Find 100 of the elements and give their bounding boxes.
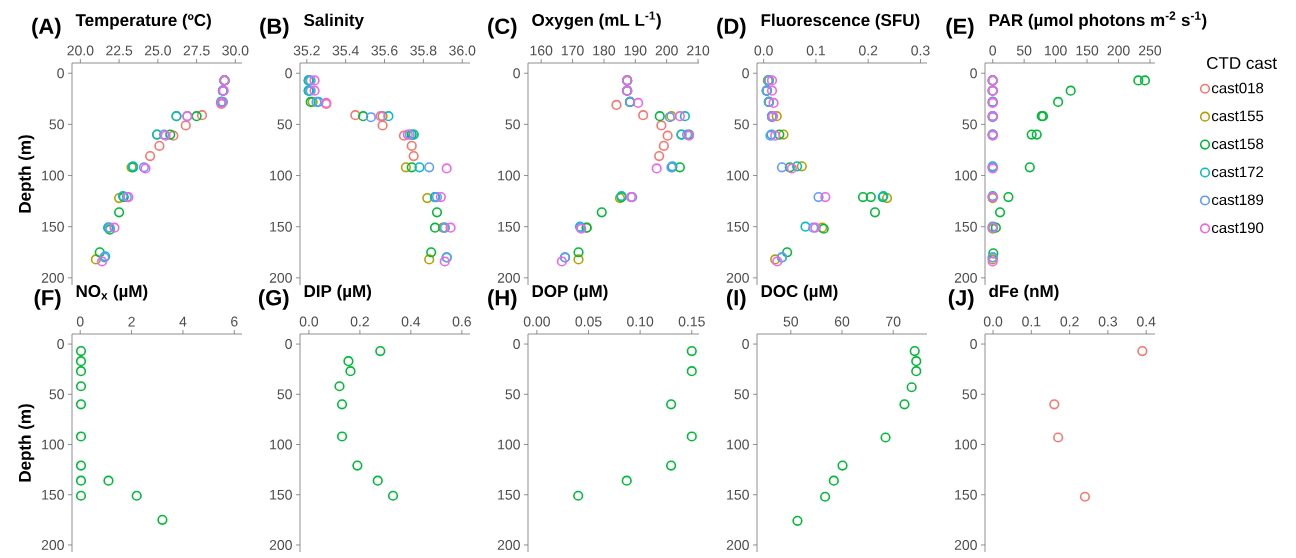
chart-title: dFe (nM) <box>989 284 1059 301</box>
x-tick-label: 6 <box>231 316 238 327</box>
x-tick-label: 0.1 <box>806 45 825 56</box>
y-tick-label: 100 <box>42 439 64 450</box>
y-tick-label: 50 <box>505 389 520 400</box>
y-tick-label: 50 <box>49 119 64 130</box>
x-tick-label: 60 <box>834 316 850 327</box>
y-tick-label: 200 <box>954 540 977 550</box>
x-tick-label: 0.4 <box>1137 316 1156 327</box>
x-tick-label: 35.6 <box>371 45 398 56</box>
y-tick-label: 150 <box>270 489 292 500</box>
y-tick-label: 100 <box>270 439 292 450</box>
y-tick-label: 0 <box>742 68 749 79</box>
x-tick-label: 0.3 <box>911 45 930 56</box>
y-tick-label: 0 <box>970 68 977 79</box>
y-tick-label: 100 <box>955 170 977 181</box>
x-tick-label: 35.2 <box>293 45 320 56</box>
chart-title: NO$_{x}$ (µM) <box>76 284 148 301</box>
y-tick-label: 200 <box>726 540 749 550</box>
y-tick-label: 100 <box>955 439 977 450</box>
x-tick-label: 190 <box>624 45 647 56</box>
y-tick-label: 0 <box>57 68 64 79</box>
text: (A) <box>32 17 61 39</box>
x-tick-label: 25.0 <box>144 45 171 56</box>
y-tick-label: 200 <box>954 272 977 283</box>
x-tick-label: 210 <box>687 45 710 56</box>
legend-label: cast158 <box>1211 138 1264 150</box>
x-tick-label: 30.0 <box>222 45 249 56</box>
y-tick-label: 200 <box>269 540 292 550</box>
y-tick-label: 100 <box>498 170 520 181</box>
y-axis-title: Depth (m) <box>18 404 35 482</box>
x-tick-label: 0.2 <box>350 316 369 327</box>
chart-title: DOC (µM) <box>761 284 838 301</box>
x-tick-label: 160 <box>530 45 553 56</box>
y-tick-label: 100 <box>727 439 749 450</box>
y-tick-label: 100 <box>42 170 64 181</box>
legend-label: cast190 <box>1211 222 1264 234</box>
text: (J) <box>948 289 974 310</box>
y-tick-label: 150 <box>270 221 292 232</box>
x-tick-label: 0.0 <box>299 316 319 327</box>
text: (H) <box>488 289 517 310</box>
y-tick-label: 0 <box>970 339 977 350</box>
y-tick-label: 150 <box>42 221 64 232</box>
x-tick-label: 0.0 <box>754 45 773 56</box>
y-axis-title: Depth (m) <box>18 135 35 213</box>
y-tick-label: 50 <box>277 119 292 130</box>
y-tick-label: 150 <box>955 489 977 500</box>
chart-title: Fluorescence (SFU) <box>761 13 920 30</box>
x-tick-label: 0 <box>989 45 997 56</box>
legend-label: cast155 <box>1211 110 1264 122</box>
x-tick-label: 0 <box>76 316 84 327</box>
y-tick-label: 50 <box>277 389 292 400</box>
text: (D) <box>717 17 746 39</box>
x-tick-label: 0.6 <box>452 316 471 327</box>
x-tick-label: 35.8 <box>410 45 437 56</box>
x-tick-label: 0.4 <box>401 316 421 327</box>
y-tick-label: 0 <box>513 68 520 79</box>
x-tick-label: 200 <box>655 45 678 56</box>
x-tick-label: 70 <box>886 316 901 327</box>
x-tick-label: 0.05 <box>575 316 602 327</box>
y-tick-label: 50 <box>49 389 64 400</box>
y-tick-label: 150 <box>42 489 64 500</box>
x-tick-label: 0.2 <box>859 45 878 56</box>
y-tick-label: 50 <box>734 119 749 130</box>
x-tick-label: 250 <box>1139 45 1162 56</box>
text: (E) <box>946 17 974 39</box>
chart-title: Temperature (ºC) <box>75 13 211 30</box>
y-tick-label: 50 <box>734 389 749 400</box>
y-tick-label: 200 <box>41 272 64 283</box>
y-tick-label: 200 <box>269 272 292 283</box>
x-tick-label: 0.10 <box>627 316 654 327</box>
x-tick-label: 4 <box>179 316 187 327</box>
y-tick-label: 100 <box>270 170 292 181</box>
y-tick-label: 150 <box>498 489 520 500</box>
y-tick-label: 100 <box>727 170 749 181</box>
legend-title: CTD cast <box>1207 56 1277 70</box>
x-tick-label: 100 <box>1044 45 1067 56</box>
y-tick-label: 150 <box>498 221 520 232</box>
x-tick-label: 0.2 <box>1060 316 1079 327</box>
x-tick-label: 0.0 <box>983 316 1003 327</box>
y-tick-label: 150 <box>727 221 749 232</box>
y-tick-label: 50 <box>962 119 977 130</box>
y-tick-label: 200 <box>497 540 520 550</box>
x-tick-label: 200 <box>1107 45 1130 56</box>
chart-title: PAR (µmol photons m$^{-2}$ s$^{-1}$) <box>989 11 1207 30</box>
text: (B) <box>260 17 289 39</box>
x-tick-label: 0.3 <box>1098 316 1118 327</box>
x-tick-label: 0.15 <box>678 316 705 327</box>
x-tick-label: 50 <box>783 316 799 327</box>
y-tick-label: 0 <box>513 339 520 350</box>
y-tick-label: 200 <box>497 272 520 283</box>
x-tick-label: 36.0 <box>449 45 476 56</box>
y-tick-label: 100 <box>498 439 520 450</box>
text: (C) <box>488 17 517 39</box>
x-tick-label: 35.4 <box>332 45 359 56</box>
y-tick-label: 0 <box>285 68 292 79</box>
chart-title: Salinity <box>304 13 364 30</box>
x-tick-label: 22.5 <box>106 45 133 56</box>
legend-label: cast018 <box>1211 82 1264 94</box>
x-tick-label: 2 <box>128 316 135 327</box>
